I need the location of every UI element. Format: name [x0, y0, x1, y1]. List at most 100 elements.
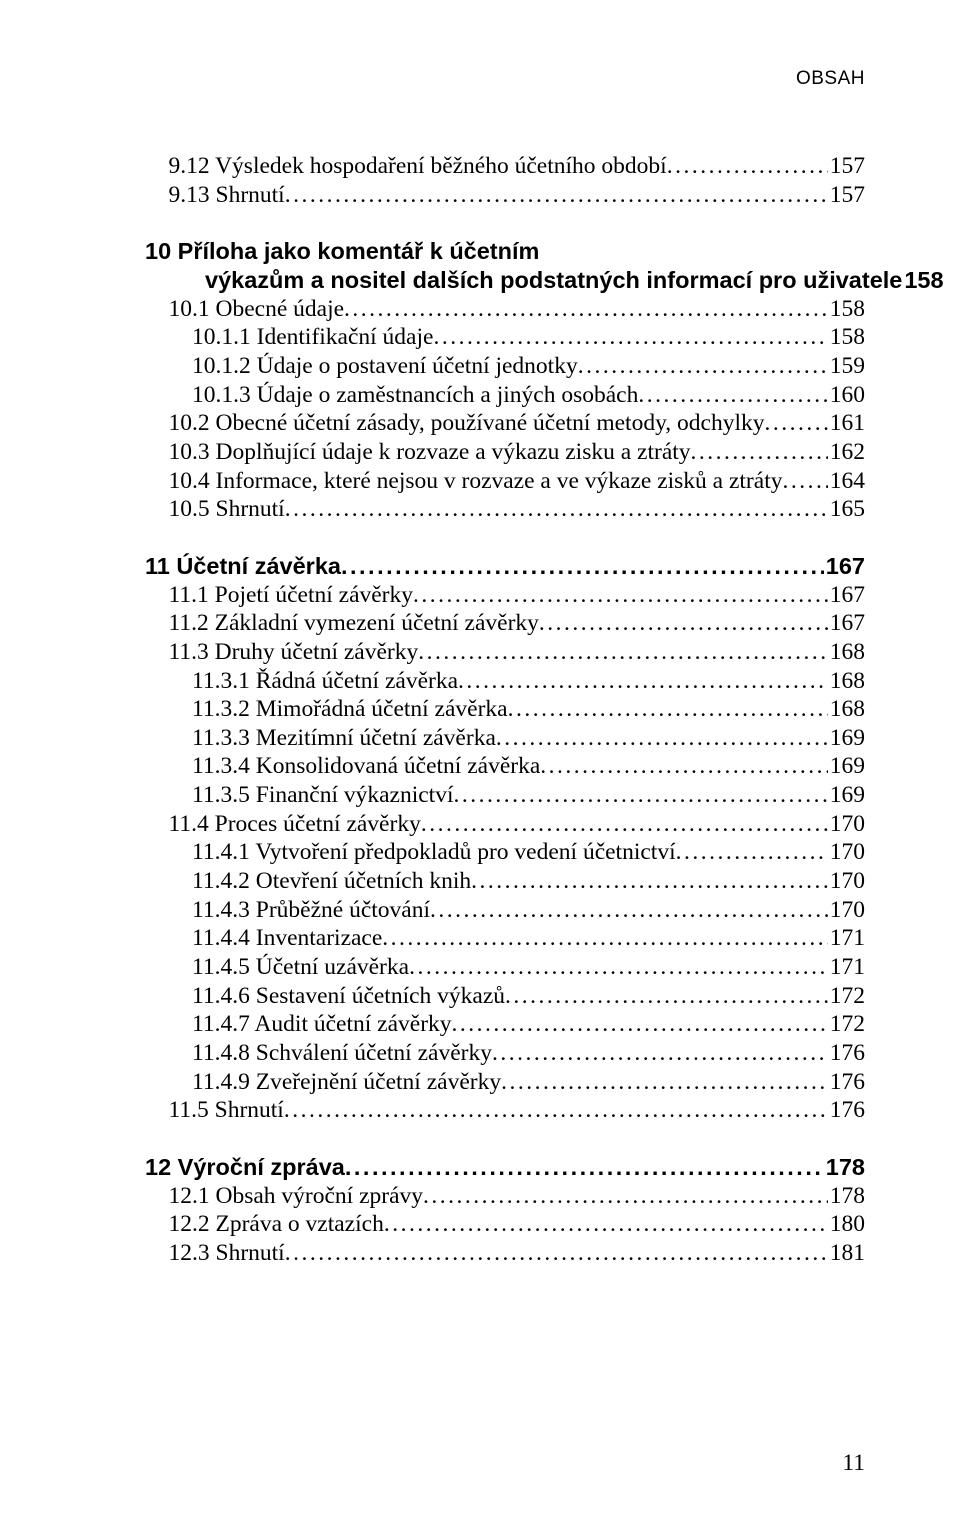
- toc-indent: [145, 1039, 192, 1068]
- toc-page-number: 168: [828, 667, 865, 696]
- toc-line: 11.4.8 Schválení účetní závěrky 176: [145, 1039, 865, 1068]
- toc-line: 10.4 Informace, které nejsou v rozvaze a…: [145, 467, 865, 496]
- toc-page-number: 158: [828, 295, 865, 324]
- toc-leader-dots: [471, 867, 828, 896]
- toc-indent: [145, 638, 169, 667]
- toc-page-number: 160: [828, 381, 865, 410]
- toc-title: 10.1.1 Identifikační údaje: [192, 323, 433, 352]
- page-number: 11: [842, 1450, 865, 1477]
- toc-leader-dots: [492, 1039, 828, 1068]
- toc-line: 10.1.1 Identifikační údaje 158: [145, 323, 865, 352]
- toc-line: 11.4.3 Průběžné účtování170: [145, 896, 865, 925]
- toc-title: 10.5 Shrnutí: [169, 495, 285, 524]
- toc-title: 9.13 Shrnutí: [169, 181, 285, 210]
- toc-leader-dots: [418, 638, 828, 667]
- toc-line: 11.4.2 Otevření účetních knih170: [145, 867, 865, 896]
- toc-leader-dots: [344, 295, 828, 324]
- toc-page-number: 162: [828, 438, 865, 467]
- toc-line: 12.2 Zpráva o vztazích180: [145, 1210, 865, 1239]
- toc-indent: [145, 667, 192, 696]
- toc-page-number: 158: [828, 323, 865, 352]
- toc-indent: [145, 609, 169, 638]
- toc-title: 12.2 Zpráva o vztazích: [169, 1210, 384, 1239]
- toc-leader-dots: [382, 924, 827, 953]
- toc-title: 10.1.2 Údaje o postavení účetní jednotky: [192, 352, 578, 381]
- toc-page-number: 178: [824, 1153, 865, 1182]
- toc-leader-dots: [384, 1210, 828, 1239]
- toc-title: 11.3 Druhy účetní závěrky: [169, 638, 419, 667]
- toc-page-number: 181: [828, 1239, 865, 1268]
- block-gap: [145, 524, 865, 552]
- toc-page-number: 161: [828, 409, 865, 438]
- toc-indent: [145, 581, 169, 610]
- toc-indent: [145, 1182, 169, 1211]
- toc-leader-dots: [782, 467, 827, 496]
- toc-line: 11.4.4 Inventarizace171: [145, 924, 865, 953]
- toc-indent: [145, 381, 192, 410]
- toc-page-number: 172: [828, 1010, 865, 1039]
- toc-leader-dots: [691, 438, 828, 467]
- toc-line: 12.3 Shrnutí181: [145, 1239, 865, 1268]
- toc-title: 10.3 Doplňující údaje k rozvaze a výkazu…: [169, 438, 691, 467]
- toc-line: 11.2 Základní vymezení účetní závěrky 167: [145, 609, 865, 638]
- toc-title: 11.4.5 Účetní uzávěrka: [192, 953, 409, 982]
- toc-line: 10.1.3 Údaje o zaměstnancích a jiných os…: [145, 381, 865, 410]
- toc-indent: [145, 781, 192, 810]
- toc-line: 10.3 Doplňující údaje k rozvaze a výkazu…: [145, 438, 865, 467]
- toc-title: 11.4.1 Vytvoření předpokladů pro vedení …: [192, 838, 676, 867]
- toc-indent: [145, 838, 192, 867]
- toc-title: 11.4.4 Inventarizace: [192, 924, 382, 953]
- toc-page-number: 157: [828, 181, 865, 210]
- toc-leader-dots: [638, 381, 827, 410]
- toc-indent: [145, 352, 192, 381]
- toc-indent: [145, 323, 192, 352]
- toc-page-number: 170: [828, 867, 865, 896]
- toc-title: 10.2 Obecné účetní zásady, používané úče…: [169, 409, 765, 438]
- toc-page-number: 176: [828, 1039, 865, 1068]
- toc-line: 9.12 Výsledek hospodaření běžného účetní…: [145, 152, 865, 181]
- toc-leader-dots: [285, 181, 828, 210]
- toc-title: 11.3.4 Konsolidovaná účetní závěrka: [192, 752, 540, 781]
- toc-line: 11.1 Pojetí účetní závěrky167: [145, 581, 865, 610]
- toc-page-number: 171: [828, 953, 865, 982]
- toc-indent: [145, 982, 192, 1011]
- toc-line: 11.3 Druhy účetní závěrky 168: [145, 638, 865, 667]
- toc-indent: [145, 752, 192, 781]
- toc-title: 11.4.7 Audit účetní závěrky: [192, 1010, 452, 1039]
- toc-line: 12.1 Obsah výroční zprávy178: [145, 1182, 865, 1211]
- toc-title: 11.4.9 Zveřejnění účetní závěrky: [192, 1068, 501, 1097]
- toc-title: 12.1 Obsah výroční zprávy: [169, 1182, 424, 1211]
- toc-leader-dots: [667, 152, 828, 181]
- toc-page-number: 176: [828, 1068, 865, 1097]
- toc-indent: [145, 1096, 169, 1125]
- toc-line: 11 Účetní závěrka 167: [145, 552, 865, 581]
- toc-title: 11.4.8 Schválení účetní závěrky: [192, 1039, 492, 1068]
- toc-indent: [145, 867, 192, 896]
- toc-indent: [145, 295, 169, 324]
- toc-title: 10.4 Informace, které nejsou v rozvaze a…: [169, 467, 783, 496]
- toc-indent: [145, 1239, 169, 1268]
- toc-leader-dots: [458, 667, 828, 696]
- toc-indent: [145, 1210, 169, 1239]
- toc-title: 10 Příloha jako komentář k účetním: [145, 237, 539, 266]
- toc-page-number: 170: [828, 838, 865, 867]
- toc-page-number: 168: [828, 638, 865, 667]
- toc-page-number: 167: [828, 609, 865, 638]
- toc-leader-dots: [285, 1239, 828, 1268]
- toc-indent: [145, 152, 169, 181]
- toc-line: výkazům a nositel dalších podstatných in…: [145, 266, 865, 295]
- toc-title: 11 Účetní závěrka: [145, 552, 341, 581]
- toc-title: 11.3.2 Mimořádná účetní závěrka: [192, 695, 508, 724]
- toc-title: 11.2 Základní vymezení účetní závěrky: [169, 609, 539, 638]
- toc-title: 9.12 Výsledek hospodaření běžného účetní…: [169, 152, 667, 181]
- toc-page-number: 169: [828, 781, 865, 810]
- toc-title: 11.4.6 Sestavení účetních výkazů: [192, 982, 505, 1011]
- toc-indent: [145, 495, 169, 524]
- toc-page-number: 167: [824, 552, 865, 581]
- toc-leader-dots: [433, 323, 827, 352]
- toc-title: 10.1 Obecné údaje: [169, 295, 345, 324]
- toc-page-number: 164: [828, 467, 865, 496]
- toc-line: 10.2 Obecné účetní zásady, používané úče…: [145, 409, 865, 438]
- toc-page-number: 158: [902, 266, 943, 295]
- toc-leader-dots: [430, 896, 828, 925]
